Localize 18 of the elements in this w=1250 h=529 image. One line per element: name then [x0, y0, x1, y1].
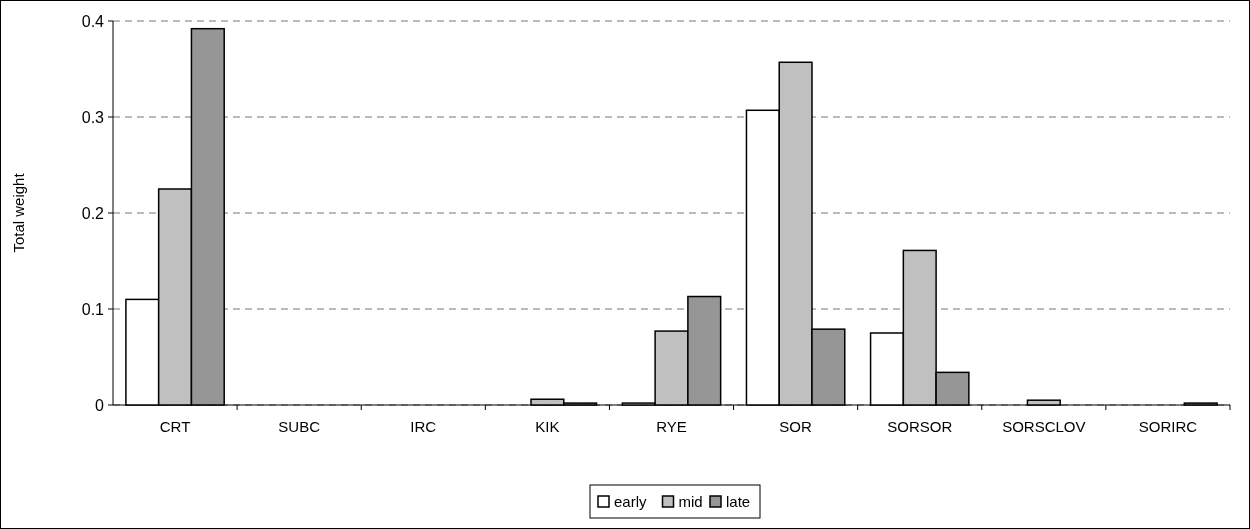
legend-label: mid — [678, 493, 703, 510]
y-tick-label: 0.1 — [81, 300, 105, 318]
y-tick-label: 0 — [95, 396, 105, 414]
legend-label: late — [726, 493, 751, 510]
x-tick-label: CRT — [159, 418, 191, 435]
x-tick-label: KIK — [535, 418, 560, 435]
y-axis-title: Total weight — [10, 172, 27, 253]
x-tick-label: SORSOR — [887, 418, 953, 435]
legend-label: early — [614, 493, 648, 510]
x-tick-label: SORSCLOV — [1002, 418, 1086, 435]
y-tick-label: 0.2 — [81, 204, 105, 222]
y-tick-label: 0.4 — [81, 12, 105, 30]
x-tick-label: SORIRC — [1138, 418, 1198, 435]
x-tick-label: SUBC — [278, 418, 321, 435]
x-tick-label: RYE — [656, 418, 687, 435]
x-tick-label: SOR — [779, 418, 813, 435]
x-tick-label: IRC — [410, 418, 437, 435]
y-tick-label: 0.3 — [81, 108, 105, 126]
